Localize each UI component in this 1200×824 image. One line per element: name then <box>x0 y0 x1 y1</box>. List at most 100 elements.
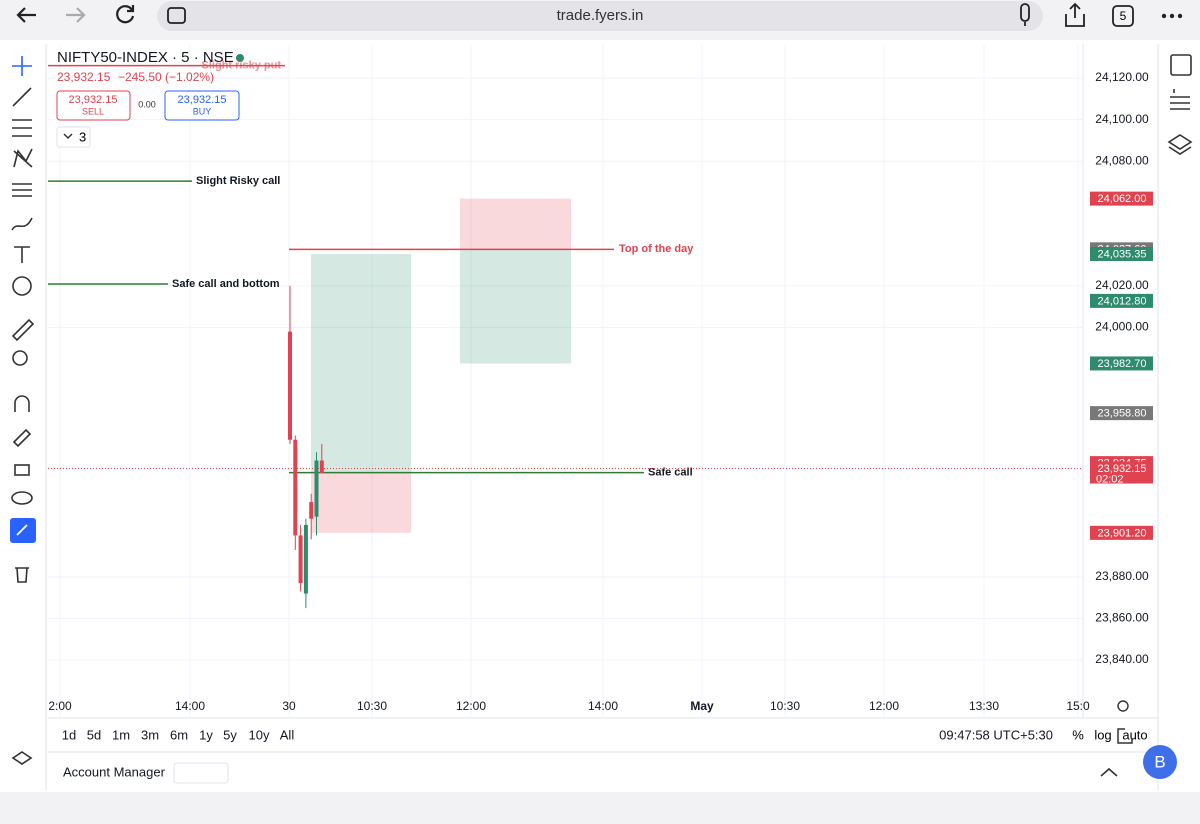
range-button[interactable]: All <box>280 727 295 742</box>
drawing-tools <box>11 56 35 765</box>
back[interactable] <box>16 7 36 23</box>
url: trade.fyers.in <box>557 7 644 24</box>
line-label: Slight risky put <box>202 59 282 71</box>
candle-body <box>293 439 298 536</box>
range-button[interactable]: 5y <box>223 727 237 742</box>
avatar-letter: B <box>1154 752 1165 771</box>
crosshair-tool[interactable] <box>12 56 32 76</box>
layers[interactable] <box>1167 134 1193 155</box>
candle-body <box>314 460 319 517</box>
fib-tool[interactable] <box>12 119 32 137</box>
range-button[interactable]: 1m <box>112 727 130 742</box>
link-tool[interactable] <box>10 518 36 543</box>
x-tick-label: 10:30 <box>770 699 800 713</box>
auto-toggle[interactable]: auto <box>1122 727 1147 742</box>
price-badge <box>1090 293 1153 308</box>
right-sidebar <box>1167 54 1193 155</box>
range-button[interactable]: 1y <box>199 727 213 742</box>
indicators-toggle[interactable] <box>56 126 91 148</box>
layers-tool[interactable] <box>11 751 33 765</box>
stop-zone <box>460 198 571 250</box>
sell-label: SELL <box>82 106 104 116</box>
line-label: Safe call <box>648 467 693 479</box>
candle-body <box>319 460 324 473</box>
zoom-tool[interactable] <box>12 350 28 366</box>
share[interactable] <box>1065 2 1085 27</box>
tab-frame <box>173 762 229 784</box>
countdown: 02:02 <box>1096 473 1124 485</box>
price-badge-label: 23,982.70 <box>1098 358 1147 370</box>
candle-body <box>298 535 303 584</box>
x-tick-label: 2:00 <box>48 699 72 713</box>
axis-settings[interactable] <box>1117 700 1129 712</box>
magnet-tool[interactable] <box>14 395 30 412</box>
price-badge <box>1090 356 1153 371</box>
y-tick-label: 24,080.00 <box>1095 153 1149 167</box>
pattern-tool[interactable] <box>13 148 33 168</box>
percent-toggle[interactable]: % <box>1072 727 1084 742</box>
tabs-button[interactable] <box>1112 5 1134 27</box>
price-badge <box>1090 406 1153 421</box>
y-tick-label: 23,860.00 <box>1095 611 1149 625</box>
buy-label: BUY <box>193 106 212 116</box>
expand[interactable] <box>1100 767 1118 777</box>
x-tick-label: 13:30 <box>969 699 999 713</box>
ruler-tool[interactable] <box>11 318 35 342</box>
x-tick-label: 12:00 <box>869 699 899 713</box>
range-button[interactable]: 6m <box>170 727 188 742</box>
more[interactable] <box>1161 13 1183 19</box>
buy-button[interactable] <box>164 90 240 121</box>
line-tool[interactable] <box>12 87 32 107</box>
candle-body <box>303 524 308 594</box>
brush-tool[interactable] <box>11 217 33 231</box>
settings-icon <box>1117 728 1133 744</box>
app-bg <box>0 40 1200 824</box>
stop-zone <box>311 472 411 533</box>
forward[interactable] <box>66 7 86 23</box>
buy-price: 23,932.15 <box>178 94 227 106</box>
price-badge-label: 24,012.80 <box>1098 295 1147 307</box>
hide-tool[interactable] <box>11 491 33 505</box>
price-badge <box>1090 247 1153 262</box>
bottom-tab[interactable]: Account Manager <box>63 764 166 779</box>
target-zone <box>460 249 571 364</box>
y-tick-label: 24,100.00 <box>1095 112 1149 126</box>
watchlist[interactable] <box>1170 54 1192 76</box>
sell-button[interactable] <box>56 90 131 121</box>
y-tick-label: 23,880.00 <box>1095 569 1149 583</box>
lock-tool[interactable] <box>14 464 30 476</box>
last-price-badge <box>1090 461 1153 484</box>
last-price-label: 23,932.15 <box>1098 463 1147 475</box>
alerts[interactable] <box>1170 89 1190 110</box>
change: −245.50 (−1.02%) <box>118 70 214 84</box>
market-status <box>236 54 244 62</box>
mic[interactable] <box>1020 3 1030 26</box>
x-tick-label: 10:30 <box>357 699 387 713</box>
range-button[interactable]: 10y <box>249 727 270 742</box>
address-bar[interactable] <box>157 1 1043 31</box>
delete-tool[interactable] <box>15 567 29 583</box>
x-tick-label: May <box>690 699 714 713</box>
quote: 23,932.15 <box>57 70 111 84</box>
text-tool[interactable] <box>14 246 30 263</box>
bottom-strip <box>0 792 1200 824</box>
y-tick-label: 24,000.00 <box>1095 320 1149 334</box>
x-tick-label: 15:0 <box>1066 699 1090 713</box>
range-button[interactable]: 1d <box>62 727 76 742</box>
price-badge-label: 23,958.80 <box>1098 408 1147 420</box>
reload[interactable] <box>116 5 135 24</box>
chevron <box>63 133 73 140</box>
avatar[interactable] <box>1143 745 1177 779</box>
site-icon <box>167 7 186 24</box>
price-badge <box>1090 191 1153 206</box>
lock-draw-tool[interactable] <box>12 428 32 448</box>
y-tick-label: 23,840.00 <box>1095 652 1149 666</box>
candle-body <box>288 331 292 440</box>
range-button[interactable]: 3m <box>141 727 159 742</box>
log-toggle[interactable]: log <box>1094 727 1111 742</box>
y-tick-label: 24,120.00 <box>1095 70 1149 84</box>
emoji-tool[interactable] <box>12 276 32 296</box>
range-button[interactable]: 5d <box>87 727 101 742</box>
prediction-tool[interactable] <box>12 183 32 197</box>
